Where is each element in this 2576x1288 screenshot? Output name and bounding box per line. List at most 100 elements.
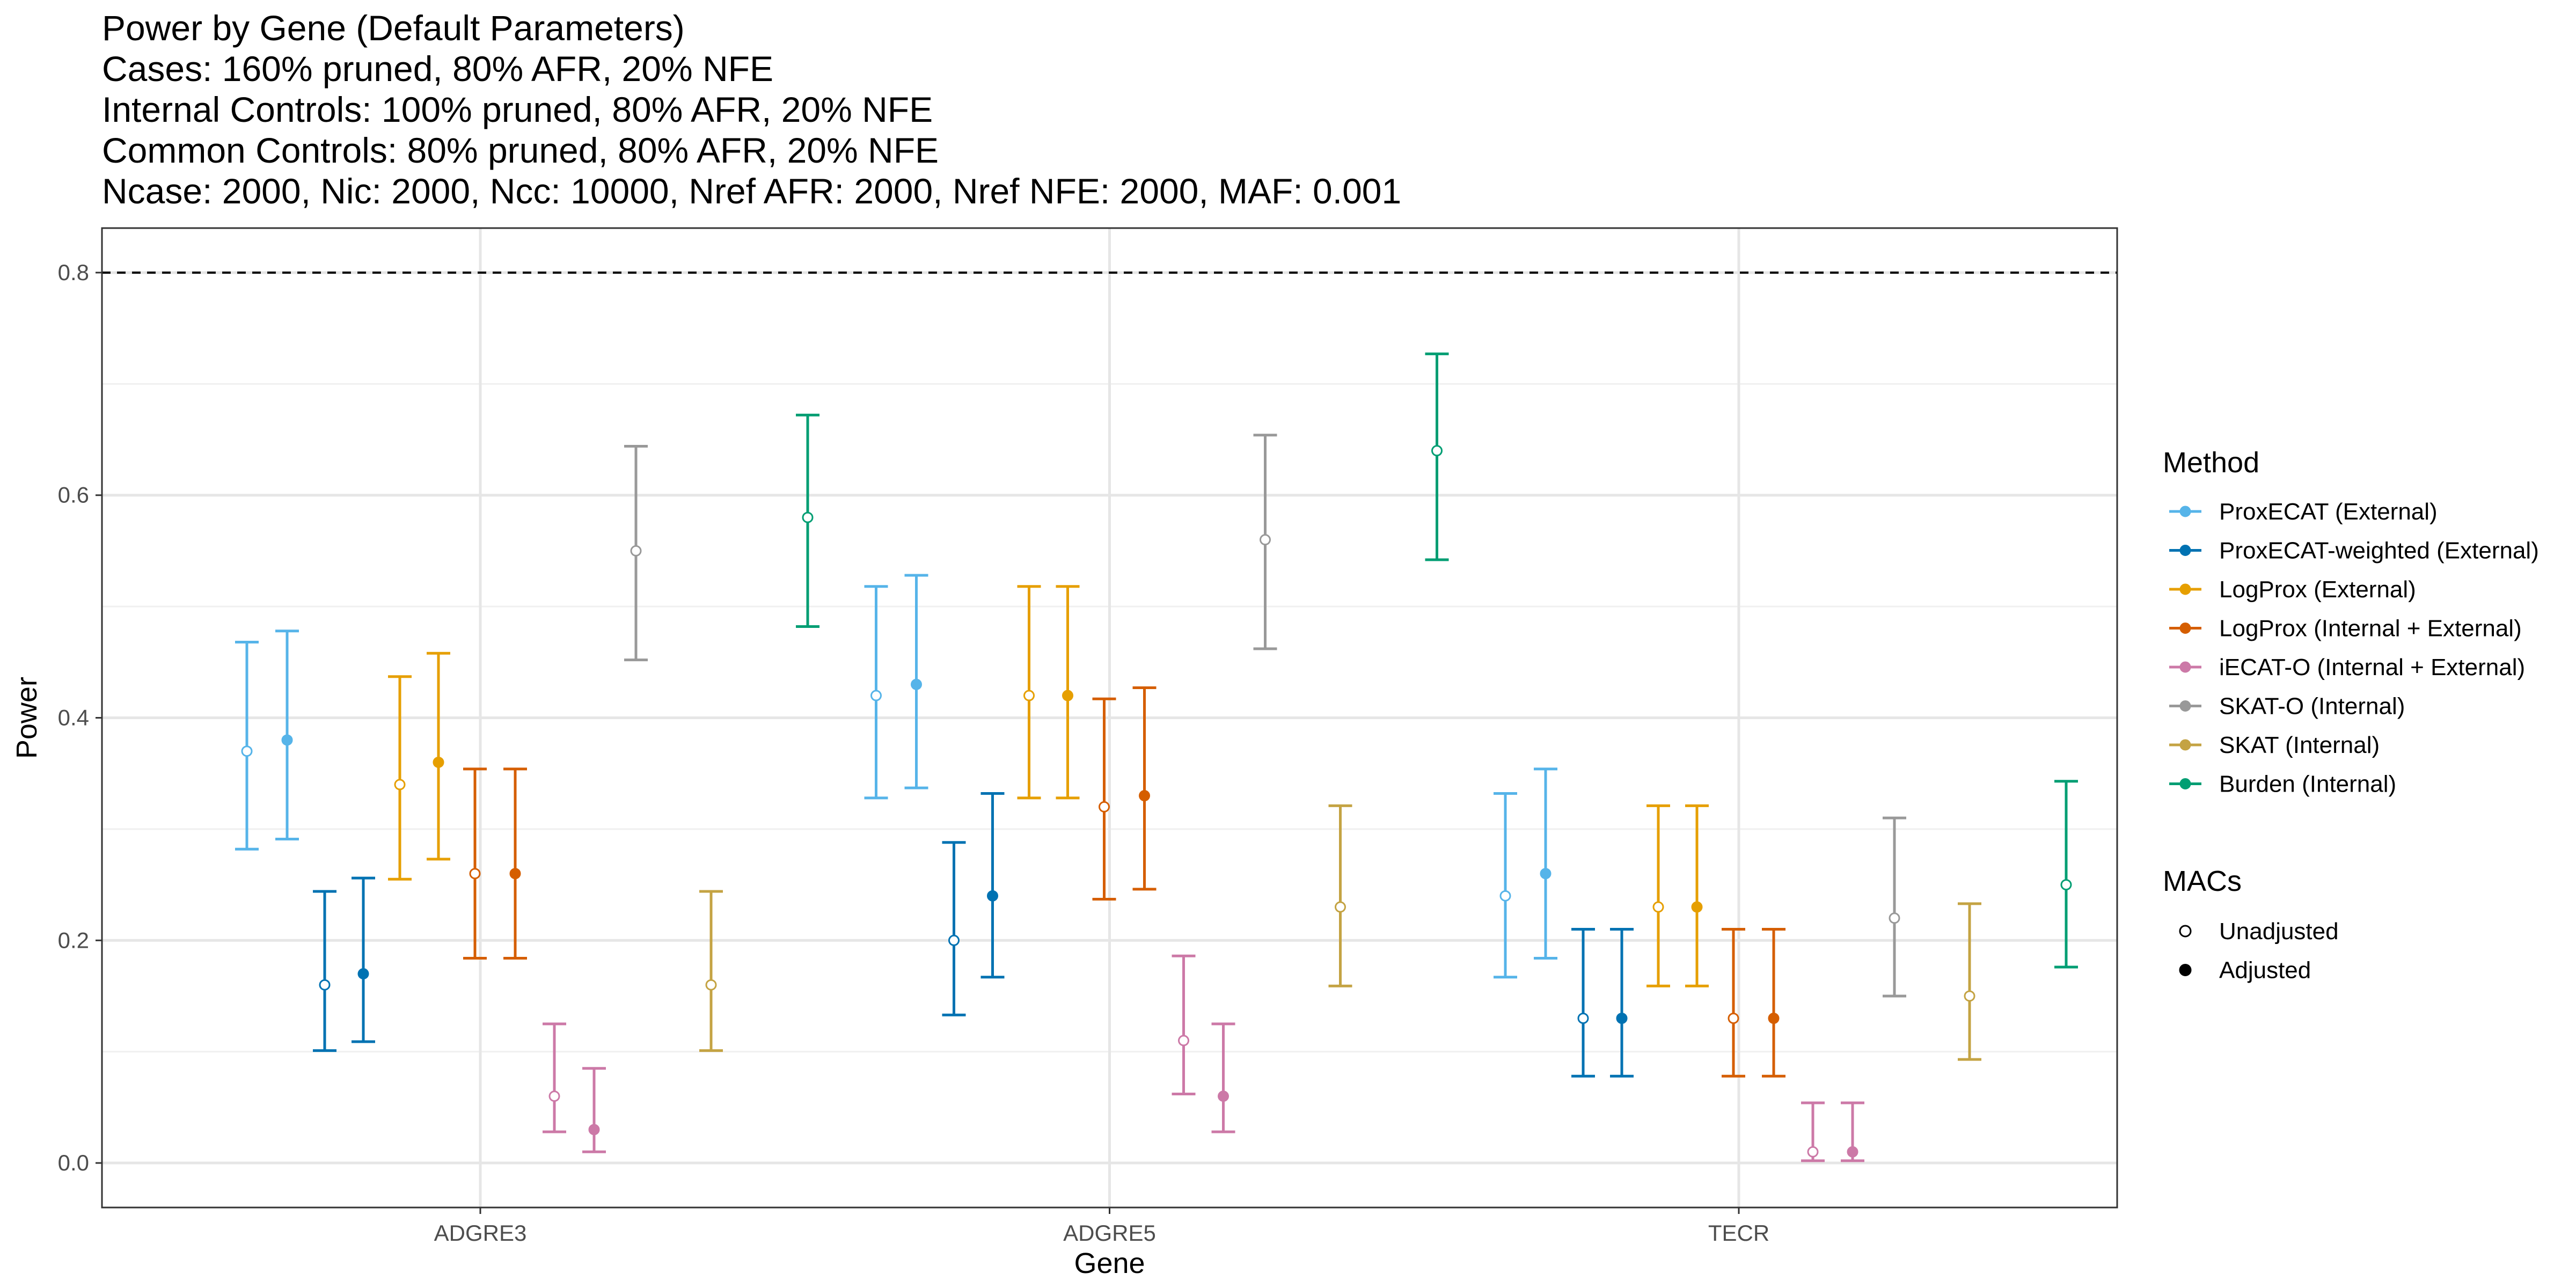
legend-label: ProxECAT (External): [2219, 499, 2438, 525]
errorbar-group: [1883, 816, 1906, 998]
errorbar-group: [313, 890, 336, 1052]
legend: Method ProxECAT (External) ProxECAT-weight…: [2163, 447, 2539, 984]
data-point-unadjusted: [548, 1091, 560, 1102]
legend-item: Unadjusted: [2179, 918, 2339, 945]
data-point-unadjusted: [1728, 1012, 1739, 1024]
data-point-adjusted: [433, 756, 444, 768]
errorbar-group: [796, 413, 819, 628]
data-point-adjusted: [1691, 901, 1703, 913]
legend-key-point: [2179, 778, 2191, 789]
errorbar-group: [942, 841, 966, 1016]
legend-label: Burden (Internal): [2219, 771, 2396, 797]
data-point-unadjusted: [1499, 890, 1511, 902]
y-tick-label: 0.0: [58, 1150, 89, 1175]
legend-label: LogProx (Internal + External): [2219, 616, 2522, 642]
data-point-unadjusted: [1807, 1146, 1819, 1158]
x-tick-label: ADGRE3: [434, 1220, 527, 1246]
errorbar-group: [1056, 585, 1080, 800]
data-point-adjusted: [509, 868, 521, 880]
data-point-unadjusted: [469, 868, 481, 880]
data-point-unadjusted: [1964, 990, 1975, 1002]
data-point-adjusted: [1062, 690, 1073, 701]
legend-key-point: [2179, 661, 2191, 673]
data-point-unadjusted: [802, 511, 814, 523]
legend-title-macs: MACs: [2163, 865, 2242, 897]
x-axis-title: Gene: [1074, 1247, 1145, 1279]
errorbar-group: [543, 1022, 566, 1133]
errorbar-group: [503, 767, 527, 960]
x-tick-label: TECR: [1708, 1220, 1769, 1246]
legend-item: ProxECAT-weighted (External): [2169, 538, 2539, 564]
data-point-adjusted: [357, 968, 369, 979]
data-point-unadjusted: [948, 934, 960, 946]
data-point-unadjusted: [1099, 801, 1110, 813]
legend-item: SKAT (Internal): [2169, 732, 2380, 758]
legend-label: ProxECAT-weighted (External): [2219, 538, 2539, 564]
errorbar-group: [1132, 686, 1157, 891]
data-point-adjusted: [1139, 790, 1150, 802]
legend-key-point: [2179, 739, 2191, 751]
data-point-adjusted: [987, 890, 998, 902]
errorbar-group: [463, 767, 487, 960]
data-point-unadjusted: [1178, 1035, 1189, 1046]
data-point-adjusted: [1218, 1091, 1229, 1102]
legend-label: Unadjusted: [2219, 918, 2339, 945]
errorbar-group: [1801, 1101, 1825, 1162]
y-tick-label: 0.8: [58, 260, 89, 285]
errorbar-group: [1571, 928, 1595, 1078]
errorbar-group: [582, 1067, 606, 1153]
legend-label: Adjusted: [2219, 957, 2311, 984]
legend-label: SKAT-O (Internal): [2219, 693, 2405, 720]
data-point-adjusted: [1616, 1012, 1628, 1024]
errorbar-group: [1646, 804, 1670, 987]
chart-title-line: Internal Controls: 100% pruned, 80% AFR,…: [102, 90, 933, 129]
errorbar-group: [1685, 804, 1709, 987]
legend-key-filled-circle: [2179, 964, 2192, 976]
grid-lines: [102, 228, 2117, 1208]
data-point-adjusted: [1847, 1146, 1858, 1158]
errorbar-group: [1762, 928, 1785, 1078]
data-point-unadjusted: [1335, 901, 1346, 913]
legend-item: ProxECAT (External): [2169, 499, 2438, 525]
errorbar-group: [624, 444, 648, 662]
legend-label: LogProx (External): [2219, 576, 2416, 603]
data-point-adjusted: [588, 1124, 600, 1136]
errorbar-group: [864, 585, 888, 800]
data-point-unadjusted: [241, 745, 253, 757]
data-point-unadjusted: [319, 979, 331, 991]
legend-key-open-circle: [2179, 925, 2192, 938]
errorbar-group: [1494, 792, 1517, 979]
errorbar-group: [1534, 767, 1557, 960]
y-tick-label: 0.2: [58, 927, 89, 953]
data-point-unadjusted: [1260, 534, 1271, 546]
data-point-unadjusted: [1889, 912, 1900, 924]
errorbar-group: [352, 876, 375, 1043]
errorbar-group: [1253, 434, 1277, 650]
chart-title: Power by Gene (Default Parameters)Cases:…: [102, 8, 1401, 211]
legend-item: SKAT-O (Internal): [2169, 693, 2405, 720]
errorbar-group: [1172, 954, 1196, 1095]
data-point-unadjusted: [630, 545, 642, 557]
y-axis-title: Power: [11, 677, 43, 759]
errorbar-group: [2054, 780, 2078, 969]
errorbar-group: [275, 630, 299, 841]
errorbar-group: [1211, 1022, 1235, 1133]
errorbar-group: [388, 675, 412, 881]
legend-key-point: [2179, 700, 2191, 712]
legend-key-point: [2179, 506, 2191, 517]
legend-label: SKAT (Internal): [2219, 732, 2380, 758]
errorbar-group: [1092, 697, 1116, 901]
data-point-adjusted: [911, 678, 922, 690]
data-point-unadjusted: [2060, 879, 2072, 891]
errorbar-group: [699, 890, 723, 1052]
legend-item: LogProx (External): [2169, 576, 2416, 603]
chart-title-line: Common Controls: 80% pruned, 80% AFR, 20…: [102, 130, 939, 170]
legend-label: iECAT-O (Internal + External): [2219, 654, 2525, 680]
data-point-adjusted: [1768, 1012, 1780, 1024]
errorbar-group: [1722, 928, 1745, 1078]
legend-title-method: Method: [2163, 447, 2259, 479]
chart-title-line: Power by Gene (Default Parameters): [102, 8, 685, 48]
data-point-unadjusted: [1652, 901, 1664, 913]
chart-title-line: Cases: 160% pruned, 80% AFR, 20% NFE: [102, 49, 773, 89]
